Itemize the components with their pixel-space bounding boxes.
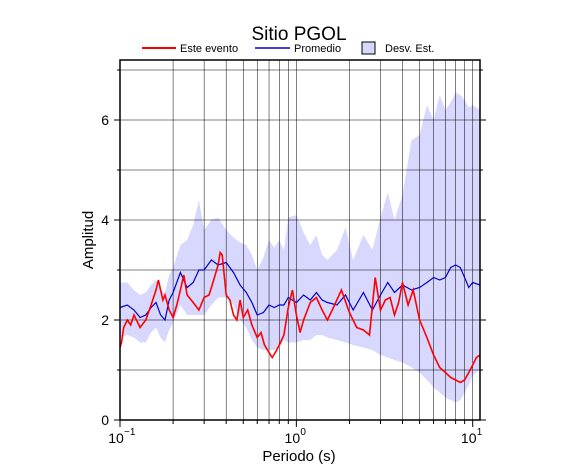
x-tick-label: 10: [285, 430, 301, 446]
y-tick-label: 6: [101, 112, 109, 128]
legend-label-este: Este evento: [180, 43, 238, 55]
x-tick-label: 10: [108, 430, 124, 446]
x-tick-exponent: 1: [477, 427, 483, 438]
legend: Este evento Promedio Desv. Est.: [142, 41, 434, 55]
x-tick-exponent: 0: [300, 427, 306, 438]
std-dev-band: [120, 92, 480, 403]
x-tick-label: 10: [461, 430, 477, 446]
x-tick-exponent: −1: [124, 427, 136, 438]
legend-label-desv: Desv. Est.: [385, 43, 434, 55]
y-tick-label: 0: [101, 412, 109, 428]
x-axis-label: Periodo (s): [262, 448, 335, 465]
series-line-promedio: [119, 259, 481, 322]
y-tick-label: 4: [101, 212, 109, 228]
plot-frame: [119, 59, 481, 421]
series-line-este-evento: [119, 250, 481, 384]
grid: [120, 60, 480, 420]
chart-title: Sitio PGOL: [251, 24, 346, 45]
y-axis-label: Amplitud: [80, 211, 97, 269]
legend-label-promedio: Promedio: [294, 43, 341, 55]
legend-swatch-desv: [361, 41, 376, 55]
y-tick-label: 2: [101, 312, 109, 328]
